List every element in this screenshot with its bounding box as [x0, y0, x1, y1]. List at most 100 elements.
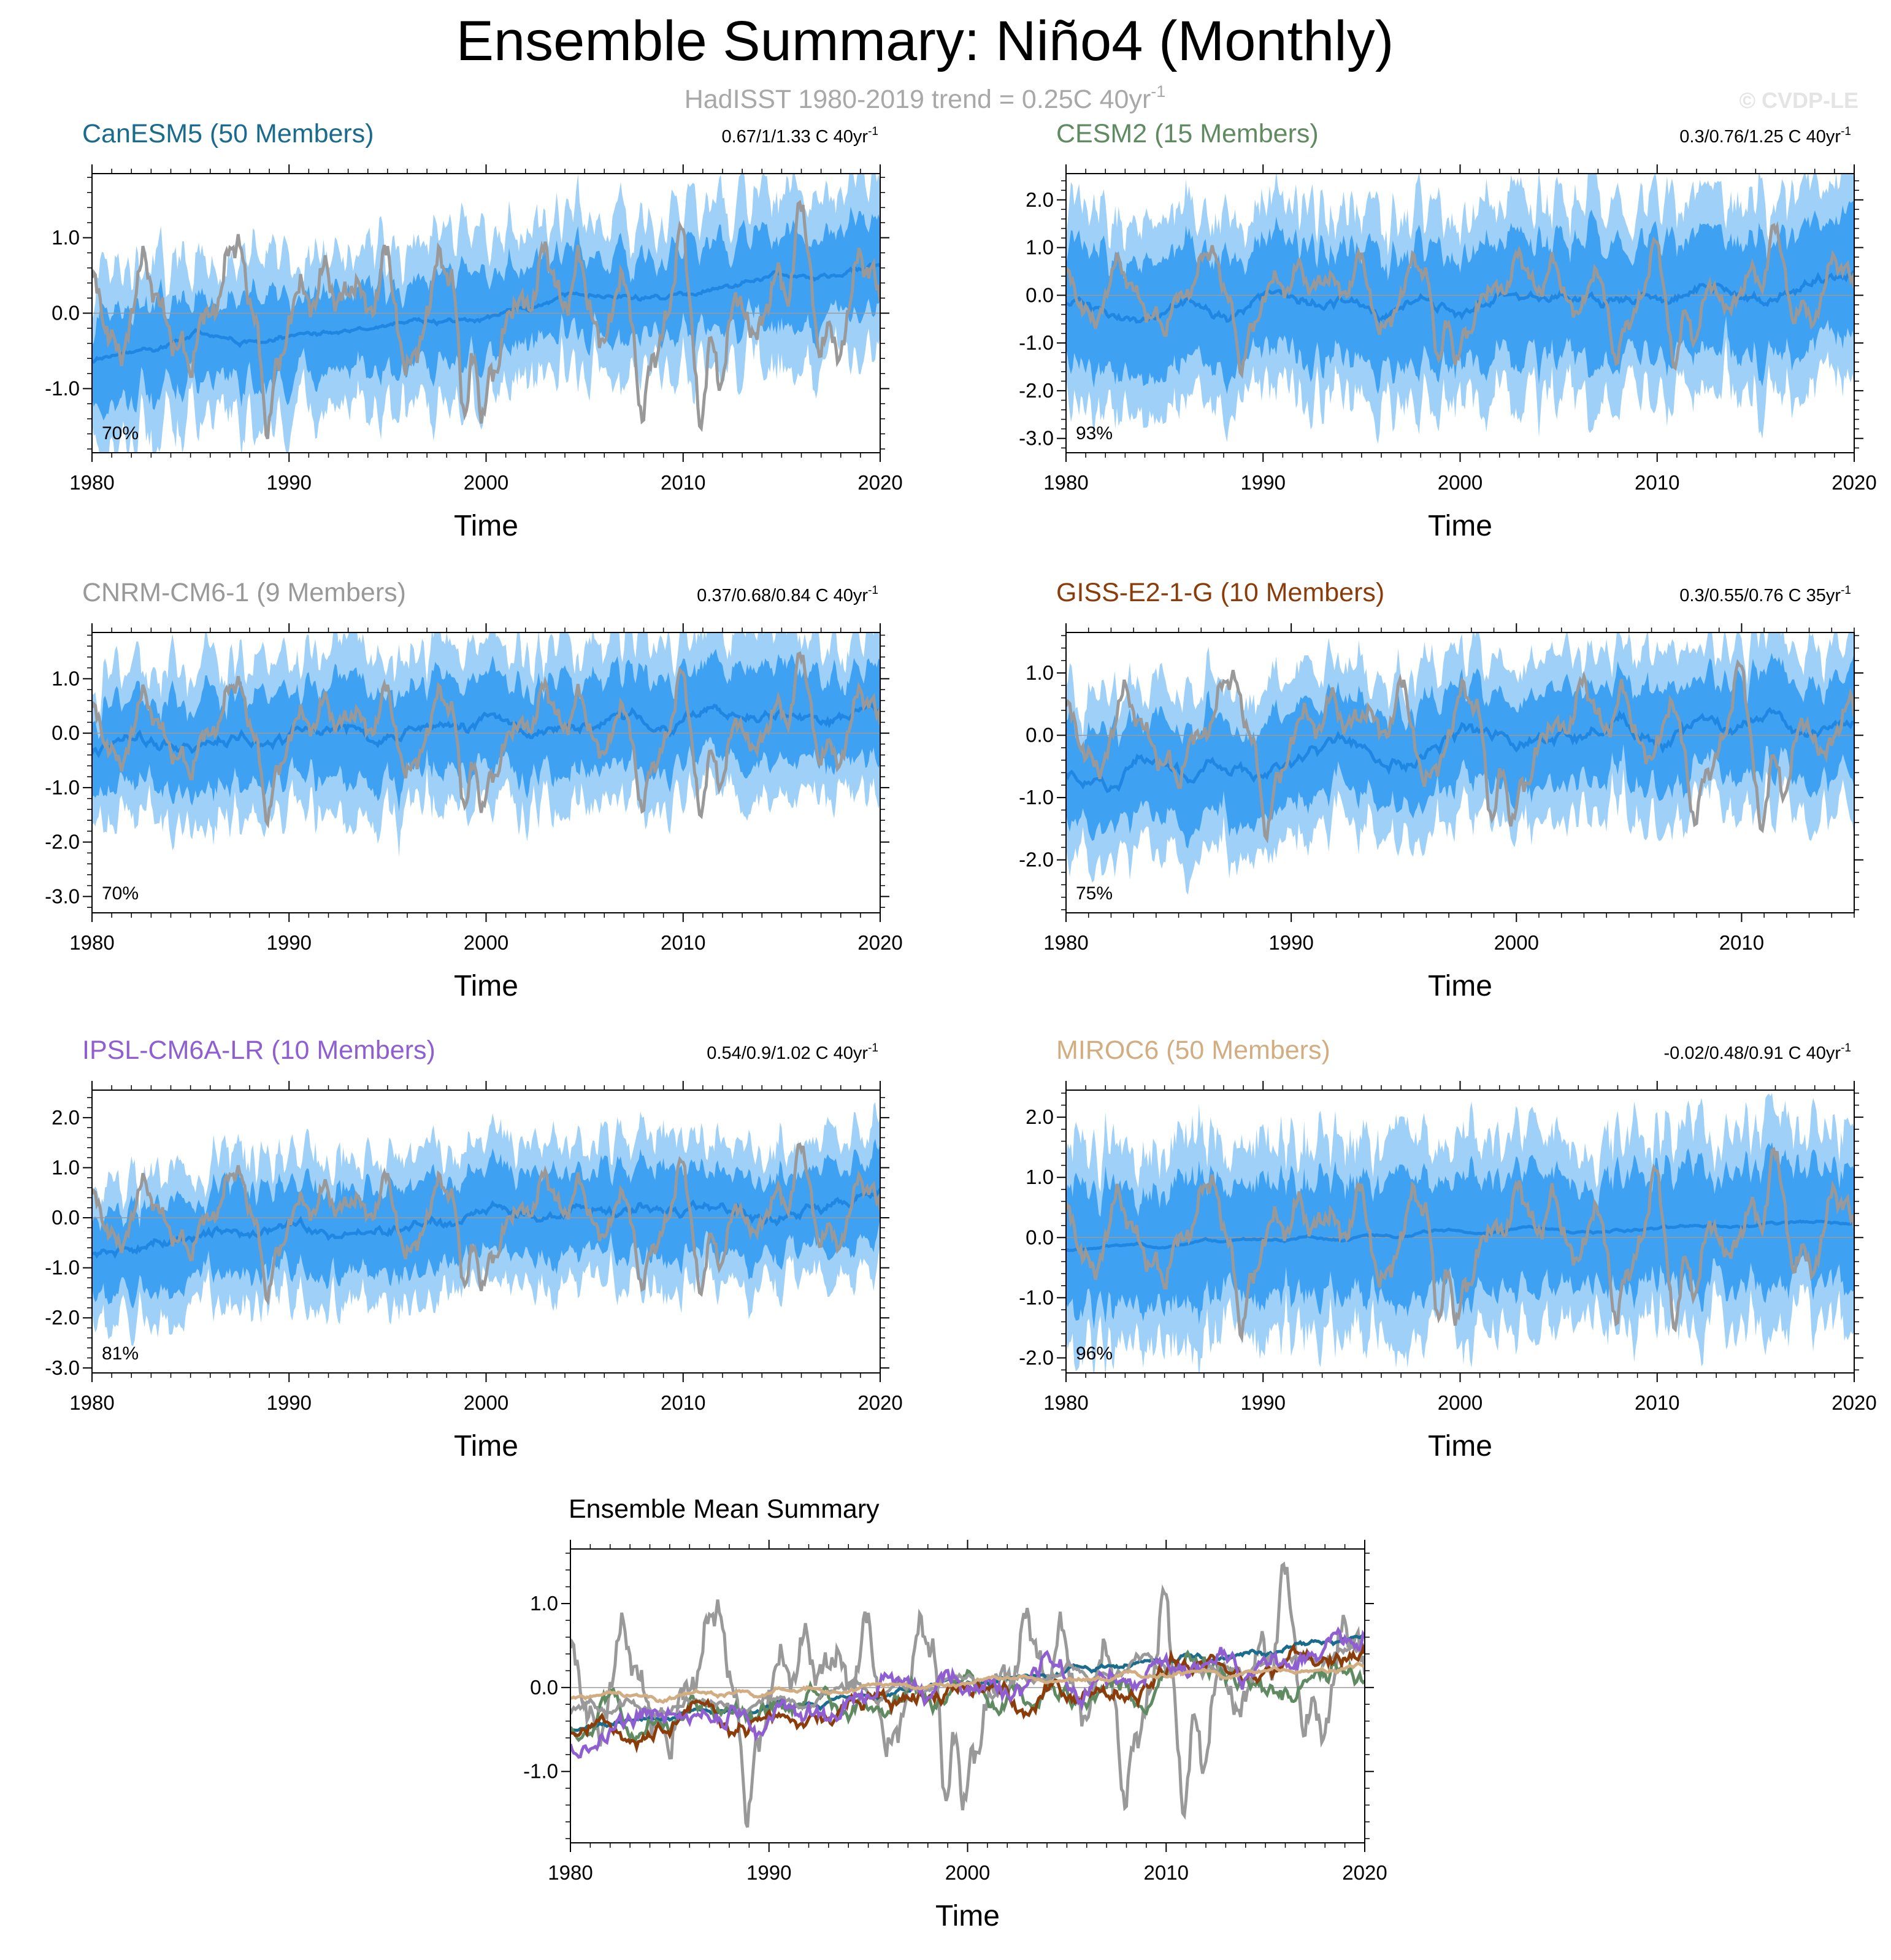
- x-tick-label: 2020: [857, 1391, 902, 1414]
- trend-label-text: 0.37/0.68/0.84 C 40yr: [697, 586, 868, 605]
- trend-label: 0.3/0.76/1.25 C 40yr-1: [1679, 125, 1851, 147]
- obs-trend-sup: -1: [1151, 82, 1165, 101]
- percent-label: 70%: [102, 423, 139, 444]
- x-tick-label: 2000: [1438, 471, 1482, 494]
- x-tick-label: 2010: [1144, 1861, 1189, 1884]
- y-tick-label: -1.0: [45, 776, 80, 799]
- x-tick-label: 2000: [1494, 931, 1539, 954]
- obs-trend-text: HadISST 1980-2019 trend = 0.25C 40yr: [685, 85, 1151, 114]
- series-line-miroc6: [570, 1661, 1365, 1704]
- trend-label-sup: -1: [1841, 1042, 1851, 1055]
- trend-label: 0.3/0.55/0.76 C 35yr-1: [1679, 584, 1851, 605]
- y-tick-label: 1.0: [1026, 236, 1054, 259]
- trend-label-text: 0.3/0.76/1.25 C 40yr: [1679, 127, 1841, 147]
- observed-line: [1066, 659, 1854, 844]
- panel-title: Ensemble Mean Summary: [569, 1494, 880, 1524]
- observed-line: [92, 199, 880, 440]
- y-tick-label: -2.0: [1019, 1346, 1054, 1369]
- observed-line: [1066, 1147, 1854, 1343]
- series-line-cnrm-cm6-1: [570, 1644, 1365, 1720]
- x-tick-label: 1980: [1043, 931, 1088, 954]
- trend-label-sup: -1: [1841, 125, 1851, 138]
- plot-area: [92, 174, 880, 453]
- y-tick-label: -2.0: [1019, 379, 1054, 402]
- trend-label-text: 0.3/0.55/0.76 C 35yr: [1679, 586, 1841, 605]
- trend-label-sup: -1: [868, 584, 878, 597]
- ensemble-mean-line: [92, 699, 880, 758]
- x-tick-label: 2020: [1342, 1861, 1387, 1884]
- y-tick-label: -1.0: [45, 377, 80, 399]
- ensemble-mean-line: [1066, 1219, 1854, 1253]
- y-tick-label: 0.0: [1026, 724, 1054, 747]
- ensemble-iqr-band: [92, 648, 880, 812]
- figure-title: Ensemble Summary: Niño4 (Monthly): [456, 10, 1394, 72]
- y-tick-label: -1.0: [1019, 1286, 1054, 1309]
- x-tick-label: 1980: [1043, 1391, 1088, 1414]
- ensemble-iqr-band: [1066, 653, 1854, 849]
- x-tick-label: 1980: [69, 1391, 114, 1414]
- panel-miroc6: MIROC6 (50 Members) -0.02/0.48/0.91 C 40y…: [1019, 1036, 1877, 1462]
- plot-area: [92, 1102, 880, 1347]
- x-tick-label: 1990: [746, 1861, 791, 1884]
- x-tick-label: 2010: [661, 471, 705, 494]
- x-tick-label: 1990: [267, 471, 312, 494]
- y-tick-label: 0.0: [52, 721, 80, 744]
- y-tick-label: 1.0: [52, 667, 80, 690]
- obs-trend-subtitle: HadISST 1980-2019 trend = 0.25C 40yr-1: [685, 82, 1166, 114]
- y-tick-label: -1.0: [1019, 331, 1054, 354]
- panel-giss-e2-1-g: GISS-E2-1-G (10 Members) 0.3/0.55/0.76 C …: [1019, 578, 1863, 1002]
- x-tick-label: 2020: [1832, 471, 1876, 494]
- x-axis-title: Time: [454, 1430, 518, 1462]
- x-tick-label: 1990: [267, 1391, 312, 1414]
- percent-label: 96%: [1076, 1343, 1113, 1364]
- x-tick-label: 2000: [1438, 1391, 1482, 1414]
- x-tick-label: 1990: [267, 931, 312, 954]
- x-tick-label: 1980: [548, 1861, 593, 1884]
- y-tick-label: -3.0: [45, 1356, 80, 1379]
- x-tick-label: 1990: [1241, 471, 1286, 494]
- panel-ipsl-cm6a-lr: IPSL-CM6A-LR (10 Members) 0.54/0.9/1.02 C…: [45, 1036, 903, 1462]
- ensemble-mean-line: [1066, 707, 1854, 793]
- trend-label: 0.67/1/1.33 C 40yr-1: [721, 125, 878, 147]
- trend-label-text: -0.02/0.48/0.91 C 40yr: [1664, 1043, 1841, 1063]
- plot-area: [1066, 632, 1854, 895]
- x-tick-label: 2020: [857, 471, 902, 494]
- y-tick-label: 0.0: [52, 302, 80, 325]
- plot-area: [1066, 174, 1854, 444]
- trend-label-sup: -1: [868, 1042, 878, 1055]
- x-tick-label: 2000: [464, 931, 508, 954]
- y-tick-label: -2.0: [45, 831, 80, 853]
- y-tick-label: -2.0: [45, 1306, 80, 1329]
- ensemble-iqr-band: [1066, 1142, 1854, 1329]
- panels-layer: CanESM5 (50 Members) 0.67/1/1.33 C 40yr-1…: [45, 119, 1877, 1932]
- observed-line: [92, 1142, 880, 1306]
- series-line-ipsl-cm6a-lr: [570, 1626, 1365, 1759]
- ensemble-iqr-band: [92, 1139, 880, 1309]
- y-tick-label: 0.0: [52, 1206, 80, 1229]
- x-axis-title: Time: [454, 970, 518, 1002]
- trend-label: 0.54/0.9/1.02 C 40yr-1: [707, 1042, 878, 1063]
- x-tick-label: 1980: [1043, 471, 1088, 494]
- plot-area: [570, 1561, 1365, 1828]
- y-tick-label: 2.0: [52, 1106, 80, 1129]
- x-tick-label: 2020: [1832, 1391, 1876, 1414]
- x-tick-label: 1990: [1241, 1391, 1286, 1414]
- panel-title: CanESM5 (50 Members): [82, 119, 374, 148]
- y-tick-label: -2.0: [1019, 848, 1054, 871]
- panel-title: GISS-E2-1-G (10 Members): [1056, 578, 1384, 607]
- y-tick-label: -1.0: [523, 1760, 558, 1783]
- y-tick-label: -1.0: [45, 1256, 80, 1279]
- trend-label: 0.37/0.68/0.84 C 40yr-1: [697, 584, 878, 605]
- series-line-hadisst: [570, 1561, 1365, 1828]
- observed-line: [1066, 220, 1854, 379]
- x-axis-title: Time: [1428, 510, 1492, 542]
- y-tick-label: 0.0: [1026, 283, 1054, 306]
- credit-watermark: © CVDP-LE: [1739, 88, 1858, 113]
- x-tick-label: 2010: [1635, 1391, 1679, 1414]
- percent-label: 81%: [102, 1343, 139, 1364]
- ensemble-mean-line: [92, 262, 880, 364]
- x-tick-label: 2000: [464, 471, 508, 494]
- observed-line: [92, 651, 880, 829]
- x-axis-title: Time: [1428, 1430, 1492, 1462]
- plot-area: [92, 632, 880, 857]
